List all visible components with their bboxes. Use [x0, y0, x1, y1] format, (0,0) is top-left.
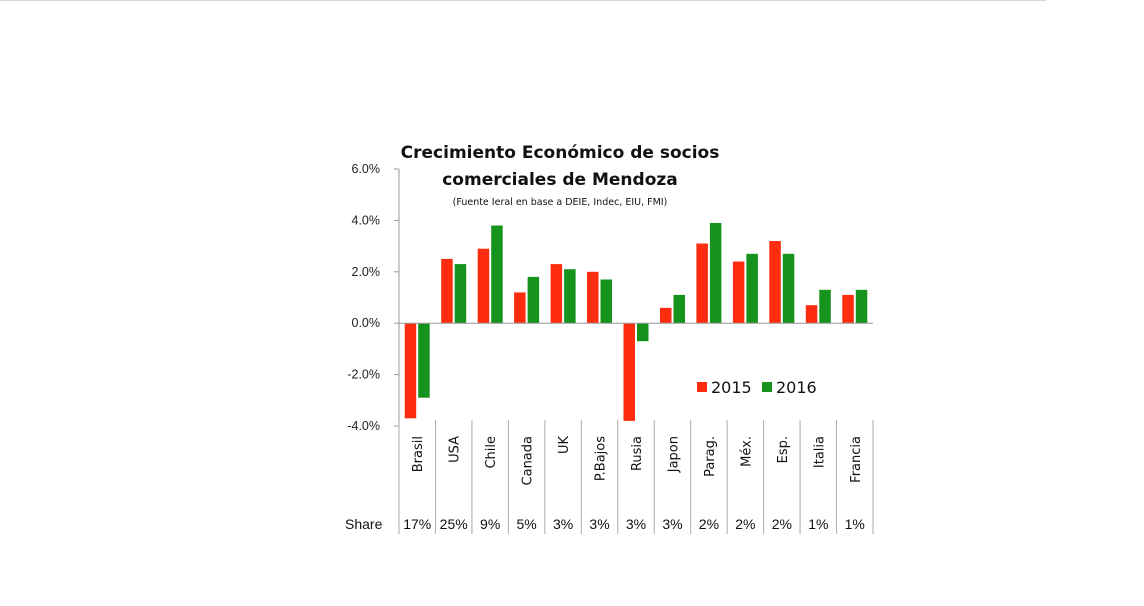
- bar-2015-Italia: [805, 305, 818, 324]
- x-tick-label: Parag.: [703, 436, 718, 477]
- share-label: Share: [345, 516, 383, 532]
- bar-2015-Francia: [842, 294, 854, 324]
- bars: [404, 223, 868, 421]
- share-value: 9%: [480, 516, 500, 532]
- x-tick-label: Japon: [667, 436, 682, 473]
- legend: 2015 2016: [697, 378, 817, 397]
- legend-swatch-2016: [762, 382, 772, 392]
- bar-2015-Canada: [514, 292, 526, 324]
- y-tick-label: 2.0%: [352, 265, 381, 279]
- share-value: 3%: [626, 516, 646, 532]
- chart-subtitle: (Fuente Ieral en base a DEIE, Indec, EIU…: [453, 197, 668, 208]
- x-tick-label: Rusia: [630, 436, 645, 471]
- share-value: 25%: [440, 516, 468, 532]
- bar-2016-P.Bajos: [600, 279, 612, 324]
- bar-2015-USA: [441, 258, 453, 324]
- x-tick-label: UK: [557, 436, 572, 455]
- bar-2015-Japon: [660, 307, 672, 324]
- y-tick-label: -2.0%: [347, 368, 380, 382]
- legend-swatch-2015: [697, 382, 707, 392]
- top-divider: [0, 0, 1046, 1]
- bar-2016-Rusia: [637, 323, 649, 342]
- y-tick-label: 6.0%: [352, 162, 381, 176]
- y-tick-label: -4.0%: [347, 419, 380, 433]
- bar-2016-Japon: [673, 294, 685, 324]
- x-tick-label: P.Bajos: [594, 436, 609, 481]
- bar-2015-P.Bajos: [587, 271, 599, 324]
- bar-2016-Méx.: [746, 253, 758, 324]
- bar-2015-Méx.: [732, 261, 745, 324]
- bar-2015-Brasil: [404, 323, 417, 419]
- bar-2016-Canada: [527, 276, 540, 324]
- share-value: 3%: [589, 516, 609, 532]
- x-axis: Brasil 17% USA 25% Chile 9% Canada 5% UK 3% P.Bajo…: [345, 322, 874, 534]
- chart-title-line-2: comerciales de Mendoza: [442, 170, 678, 190]
- bar-2016-Italia: [819, 289, 831, 324]
- share-value: 5%: [516, 516, 536, 532]
- x-tick-label: Méx.: [739, 436, 754, 467]
- x-tick-label: Italia: [812, 436, 827, 468]
- chart-title-line-1: Crecimiento Económico de socios: [401, 143, 720, 163]
- bar-2015-UK: [550, 264, 563, 324]
- share-value: 3%: [662, 516, 682, 532]
- share-value: 1%: [845, 516, 865, 532]
- legend-label-2015: 2015: [711, 378, 752, 397]
- x-tick-label: Francia: [849, 436, 864, 483]
- x-tick-label: USA: [448, 436, 463, 463]
- y-tick-label: 0.0%: [352, 316, 381, 330]
- y-tick-label: 4.0%: [352, 213, 381, 227]
- bar-2015-Rusia: [623, 323, 635, 421]
- bar-2015-Chile: [477, 248, 490, 324]
- bar-2015-Parag.: [696, 243, 708, 324]
- bar-2016-Chile: [491, 225, 503, 324]
- y-axis: 6.0% 4.0% 2.0% 0.0% -2.0% -4.0%: [347, 162, 400, 433]
- share-value: 3%: [553, 516, 573, 532]
- bar-2016-Esp.: [782, 253, 795, 324]
- x-tick-label: Chile: [484, 436, 499, 469]
- bar-2016-USA: [454, 264, 467, 324]
- share-value: 17%: [403, 516, 431, 532]
- bar-2016-UK: [564, 269, 576, 324]
- bar-2016-Francia: [855, 289, 868, 324]
- bar-2015-Esp.: [769, 241, 781, 324]
- share-value: 2%: [772, 516, 792, 532]
- bar-2016-Brasil: [418, 323, 430, 398]
- share-value: 1%: [808, 516, 828, 532]
- x-tick-label: Esp.: [776, 436, 791, 463]
- x-tick-label: Brasil: [411, 436, 426, 472]
- share-value: 2%: [699, 516, 719, 532]
- bar-2016-Parag.: [709, 223, 722, 324]
- share-value: 2%: [735, 516, 755, 532]
- x-tick-label: Canada: [521, 436, 536, 485]
- legend-label-2016: 2016: [776, 378, 817, 397]
